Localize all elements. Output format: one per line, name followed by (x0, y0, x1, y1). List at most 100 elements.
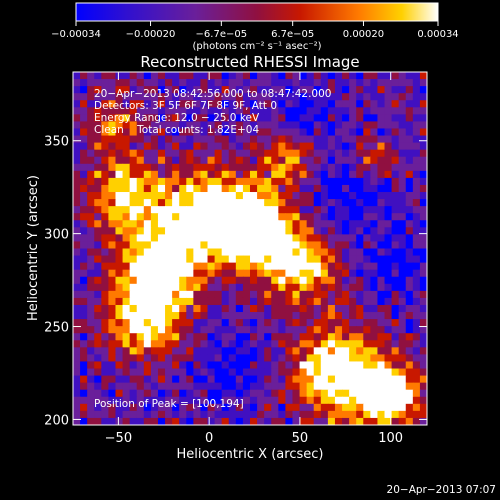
heatmap-cell (334, 375, 343, 384)
heatmap-cell (370, 142, 379, 151)
heatmap-cell (257, 262, 265, 271)
heatmap-cell (391, 354, 400, 363)
heatmap-cell (278, 114, 286, 123)
heatmap-cell (136, 241, 145, 250)
heatmap-cell (377, 304, 386, 313)
heatmap-cell (334, 361, 343, 370)
heatmap-cell (221, 135, 230, 144)
heatmap-cell (80, 220, 88, 228)
heatmap-cell (228, 276, 237, 285)
heatmap-cell (235, 72, 244, 80)
heatmap-cell (342, 170, 350, 179)
heatmap-cell (306, 312, 315, 320)
heatmap-cell (278, 340, 286, 348)
heatmap-cell (342, 248, 350, 257)
heatmap-cell (377, 192, 386, 200)
heatmap-cell (221, 326, 230, 334)
heatmap-cell (327, 283, 336, 292)
heatmap-cell (235, 192, 244, 200)
heatmap-cell (108, 163, 117, 172)
heatmap-cell (200, 382, 209, 391)
heatmap-cell (186, 255, 194, 264)
heatmap-cell (129, 163, 138, 172)
heatmap-cell (363, 248, 371, 257)
heatmap-cell (349, 100, 357, 108)
heatmap-cell (419, 312, 427, 320)
heatmap-cell (228, 184, 237, 193)
heatmap-cell (278, 184, 286, 193)
heatmap-cell (370, 297, 379, 306)
heatmap-cell (334, 347, 343, 355)
heatmap-cell (412, 199, 421, 207)
heatmap-cell (370, 220, 379, 228)
heatmap-cell (179, 149, 187, 158)
heatmap-cell (398, 100, 407, 108)
heatmap-cell (172, 184, 180, 193)
heatmap-cell (115, 163, 124, 172)
heatmap-cell (278, 213, 286, 221)
heatmap-cell (179, 389, 187, 398)
heatmap-cell (115, 142, 124, 151)
heatmap-cell (108, 149, 117, 158)
heatmap-cell (334, 86, 343, 94)
heatmap-cell (235, 269, 244, 278)
heatmap-cell (299, 248, 308, 257)
heatmap-cell (235, 319, 244, 327)
heatmap-cell (200, 121, 209, 130)
heatmap-cell (356, 227, 364, 235)
heatmap-cell (80, 241, 88, 250)
heatmap-cell (278, 375, 286, 384)
heatmap-cell (363, 389, 371, 398)
heatmap-cell (172, 347, 180, 355)
heatmap-cell (299, 276, 308, 285)
heatmap-cell (285, 375, 294, 384)
heatmap-cell (391, 389, 400, 398)
heatmap-cell (94, 396, 102, 405)
heatmap-cell (172, 121, 180, 130)
heatmap-cell (327, 149, 336, 158)
heatmap-cell (242, 361, 251, 370)
heatmap-cell (363, 403, 371, 412)
heatmap-cell (363, 410, 371, 419)
heatmap-cell (87, 248, 95, 257)
heatmap-cell (221, 156, 230, 165)
heatmap-cell (278, 276, 286, 285)
heatmap-cell (136, 156, 145, 165)
heatmap-cell (115, 213, 124, 221)
heatmap-cell (186, 312, 194, 320)
heatmap-cell (157, 326, 166, 334)
heatmap-cell (228, 410, 237, 419)
heatmap-cell (129, 107, 138, 115)
heatmap-cell (228, 79, 237, 87)
heatmap-cell (292, 368, 301, 377)
heatmap-cell (349, 396, 357, 405)
heatmap-cell (306, 199, 315, 207)
heatmap-cell (292, 375, 301, 384)
heatmap-cell (313, 192, 322, 200)
heatmap-cell (412, 149, 421, 158)
heatmap-cell (143, 417, 152, 425)
heatmap-cell (193, 319, 202, 327)
heatmap-cell (363, 234, 371, 243)
heatmap-cell (179, 220, 187, 228)
heatmap-cell (101, 312, 109, 320)
heatmap-cell (214, 121, 223, 130)
heatmap-cell (271, 389, 279, 398)
heatmap-cell (94, 417, 102, 425)
heatmap-cell (419, 396, 427, 405)
heatmap-cell (179, 241, 187, 250)
heatmap-cell (214, 382, 223, 391)
heatmap-cell (384, 389, 393, 398)
heatmap-cell (115, 72, 124, 80)
heatmap-cell (384, 86, 393, 94)
heatmap-cell (136, 354, 145, 363)
heatmap-cell (292, 135, 301, 144)
heatmap-cell (264, 255, 272, 264)
heatmap-cell (264, 93, 272, 101)
heatmap-cell (214, 354, 223, 363)
heatmap-cell (250, 184, 258, 193)
heatmap-cell (398, 382, 407, 391)
heatmap-cell (384, 396, 393, 405)
heatmap-cell (87, 163, 95, 172)
